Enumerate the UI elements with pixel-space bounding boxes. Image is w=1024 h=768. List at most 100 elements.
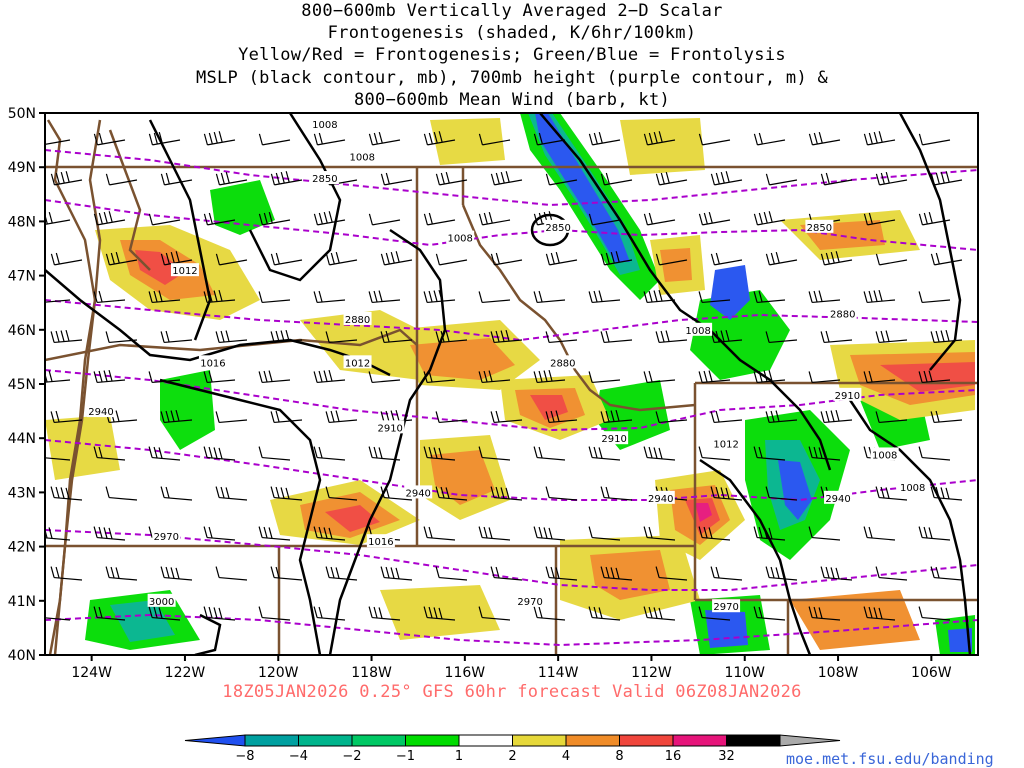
wind-barb [808, 446, 841, 461]
wind-barb [148, 213, 181, 226]
lon-tick-label: 118W [351, 665, 392, 681]
lat-tick-label: 49N [8, 160, 36, 176]
wind-barb [148, 131, 181, 146]
wind-barb [808, 371, 841, 384]
wind-barb [600, 172, 633, 186]
wind-barb [808, 606, 841, 621]
height-contour-label-bg [152, 528, 181, 542]
height-contour-label: 2940 [405, 488, 430, 499]
wind-barb [820, 330, 853, 344]
credit-link[interactable]: moe.met.fsu.edu/banding [786, 750, 994, 768]
wind-barb [148, 290, 181, 304]
wind-barb [160, 409, 193, 424]
wind-barb [533, 446, 566, 461]
wind-barb [808, 290, 841, 304]
wind-barb [380, 486, 413, 501]
lon-tick-label: 116W [445, 665, 486, 681]
height-contour-label-bg [833, 387, 862, 401]
mslp-contour-label: 1012 [713, 440, 738, 451]
height-contour-label: 2880 [550, 358, 575, 369]
wind-barb [105, 173, 138, 186]
mslp-contour-label-bg [198, 355, 227, 369]
wind-barb [930, 566, 963, 581]
wind-barb [478, 370, 511, 384]
lon-tick-label: 120W [258, 665, 299, 681]
wind-barb [423, 370, 456, 384]
wind-barb [820, 251, 853, 266]
wind-barb [863, 606, 896, 621]
wind-barb [545, 173, 578, 186]
wind-barb [533, 290, 566, 304]
wind-barb [423, 131, 456, 146]
wind-barb [148, 371, 181, 384]
mslp-contour-label-bg [446, 230, 475, 244]
wind-barb [533, 606, 566, 621]
wind-barb [820, 172, 853, 186]
wind-barb [105, 566, 138, 581]
wind-barb [863, 526, 896, 541]
wind-barb [765, 331, 798, 344]
wind-barb [50, 410, 83, 424]
wind-barb [203, 289, 236, 304]
lon-tick-label: 112W [631, 665, 672, 681]
wind-barb [270, 252, 303, 266]
wind-barb [50, 566, 83, 581]
height-contour-label: 2970 [154, 532, 179, 543]
wind-barb [478, 291, 511, 304]
wind-barb [875, 486, 908, 501]
wind-barb [930, 171, 963, 186]
wind-barb [930, 329, 963, 344]
lon-tick-label: 124W [71, 665, 112, 681]
wind-barb [918, 211, 951, 226]
wind-barb [918, 446, 951, 461]
wind-barb [105, 486, 138, 501]
wind-barb [918, 526, 951, 541]
colorbar-label: 8 [615, 749, 623, 764]
wind-barb [423, 289, 456, 304]
wind-barb [545, 566, 578, 581]
wind-barb [325, 331, 358, 344]
mslp-contour-label-bg [348, 149, 377, 163]
wind-barb [270, 566, 303, 581]
wind-barb [313, 446, 346, 461]
wind-barb [600, 409, 633, 424]
colorbar-bin [512, 734, 567, 747]
wind-barb [918, 606, 951, 621]
lon-tick-label: 110W [724, 665, 765, 681]
lat-tick-label: 40N [8, 648, 36, 664]
wind-barb [753, 369, 786, 384]
latitude-axis: 40N 41N 42N 43N 44N 45N 46N 47N 48N 49N 50N [8, 106, 45, 664]
wind-barb [105, 331, 138, 344]
mslp-contour-label: 1008 [312, 120, 337, 131]
mslp-contour-label: 1016 [368, 537, 393, 548]
wind-barb [325, 410, 358, 424]
wind-barb [215, 330, 248, 344]
wind-barb [368, 213, 401, 226]
height-contour-label: 2970 [713, 602, 738, 613]
title-line-2: Frontogenesis (shaded, K/6hr/100km) [327, 23, 697, 43]
wind-barb [93, 369, 126, 384]
wind-barb [203, 606, 236, 621]
lat-tick-label: 48N [8, 214, 36, 230]
height-contour-label: 2850 [807, 223, 832, 234]
wind-barb [765, 566, 798, 581]
wind-barb [368, 606, 401, 621]
wind-barb [930, 486, 963, 501]
wind-barb [698, 133, 731, 146]
wind-barb [50, 329, 83, 344]
wind-barb [753, 446, 786, 461]
height-contour-label: 2970 [517, 597, 542, 608]
mslp-contour-label: 1012 [345, 358, 370, 369]
colorbar: −8 −4 −2 −1 1 2 4 8 16 32 [184, 734, 841, 764]
wind-barb [875, 253, 908, 266]
height-contour-label: 2880 [345, 315, 370, 326]
mslp-contour-label-bg [712, 436, 741, 450]
wind-barb [478, 526, 511, 541]
wind-barb [423, 212, 456, 226]
wind-barb [215, 486, 248, 501]
wind-barb [490, 410, 523, 424]
mslp-contour-label: 1008 [349, 152, 374, 163]
wind-barb [215, 253, 248, 266]
wind-barb [93, 290, 126, 304]
